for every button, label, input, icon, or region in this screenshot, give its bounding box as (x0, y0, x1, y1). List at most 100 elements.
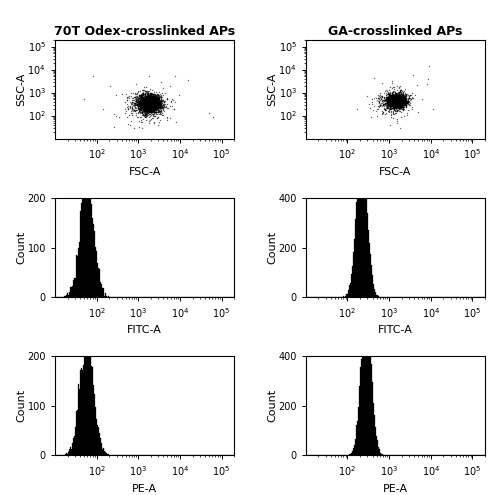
Point (388, 99, 396, 106)
Point (151, 97, 159, 104)
Point (389, 95, 397, 103)
Point (387, 93, 395, 100)
Point (140, 106, 147, 114)
Point (143, 94, 151, 102)
Point (152, 104, 160, 112)
Point (378, 98, 386, 105)
Point (393, 93, 401, 101)
Point (394, 94, 402, 102)
Point (145, 99, 153, 107)
Point (396, 94, 404, 102)
Point (138, 99, 145, 106)
Point (390, 101, 398, 109)
Point (134, 96, 142, 104)
Point (394, 98, 402, 106)
Point (142, 105, 150, 113)
Point (393, 100, 401, 108)
Point (154, 108, 162, 116)
Point (394, 93, 402, 100)
Point (138, 98, 145, 105)
Point (140, 111, 148, 119)
Point (394, 96, 402, 104)
Point (146, 92, 154, 100)
Point (154, 96, 162, 103)
Point (144, 99, 152, 107)
Point (392, 99, 400, 107)
Point (130, 106, 138, 114)
Point (146, 104, 154, 112)
Point (393, 98, 401, 106)
Point (149, 99, 157, 106)
Point (388, 94, 396, 101)
Point (386, 98, 394, 106)
Point (141, 101, 149, 109)
Point (148, 92, 156, 100)
Point (132, 100, 140, 108)
Point (137, 100, 145, 108)
Point (401, 96, 409, 103)
Point (387, 101, 395, 109)
Point (140, 92, 148, 100)
Point (148, 100, 156, 108)
Point (394, 92, 402, 100)
Point (152, 99, 160, 107)
Point (392, 95, 400, 103)
Point (145, 100, 153, 108)
Point (142, 99, 150, 107)
Point (152, 103, 160, 111)
Point (383, 96, 391, 104)
Point (404, 95, 412, 102)
Point (396, 94, 404, 101)
Point (382, 93, 390, 101)
Point (396, 96, 404, 104)
Point (394, 104, 402, 112)
Point (398, 100, 406, 108)
Point (397, 93, 405, 101)
Point (153, 99, 161, 107)
Point (394, 100, 402, 108)
Point (148, 102, 156, 110)
Point (404, 96, 411, 104)
Point (148, 96, 156, 104)
Point (392, 100, 400, 108)
Point (396, 98, 404, 105)
Point (150, 100, 158, 108)
Point (134, 105, 142, 113)
Point (398, 94, 406, 101)
Point (394, 99, 402, 107)
Point (150, 94, 158, 102)
Point (386, 92, 394, 100)
Point (148, 99, 156, 107)
Point (388, 97, 396, 104)
Point (148, 103, 156, 111)
Point (386, 99, 394, 107)
Point (143, 107, 151, 115)
Point (390, 94, 398, 102)
Point (144, 98, 152, 105)
Point (393, 101, 401, 109)
Point (406, 101, 414, 109)
Point (391, 100, 399, 108)
Point (154, 100, 162, 108)
Point (396, 94, 404, 101)
Point (150, 101, 158, 109)
Point (395, 93, 403, 100)
Point (384, 95, 392, 103)
Point (144, 94, 152, 102)
Point (144, 96, 152, 103)
Point (146, 99, 154, 106)
Point (150, 96, 158, 104)
Point (152, 103, 160, 111)
Point (387, 94, 395, 101)
Point (395, 99, 403, 107)
Point (393, 93, 401, 100)
Point (394, 94, 402, 102)
Point (137, 100, 145, 108)
Point (394, 91, 402, 99)
Point (396, 99, 404, 107)
Point (399, 101, 407, 109)
Point (392, 98, 400, 105)
Point (392, 97, 400, 105)
Point (394, 100, 402, 108)
Point (392, 98, 400, 106)
